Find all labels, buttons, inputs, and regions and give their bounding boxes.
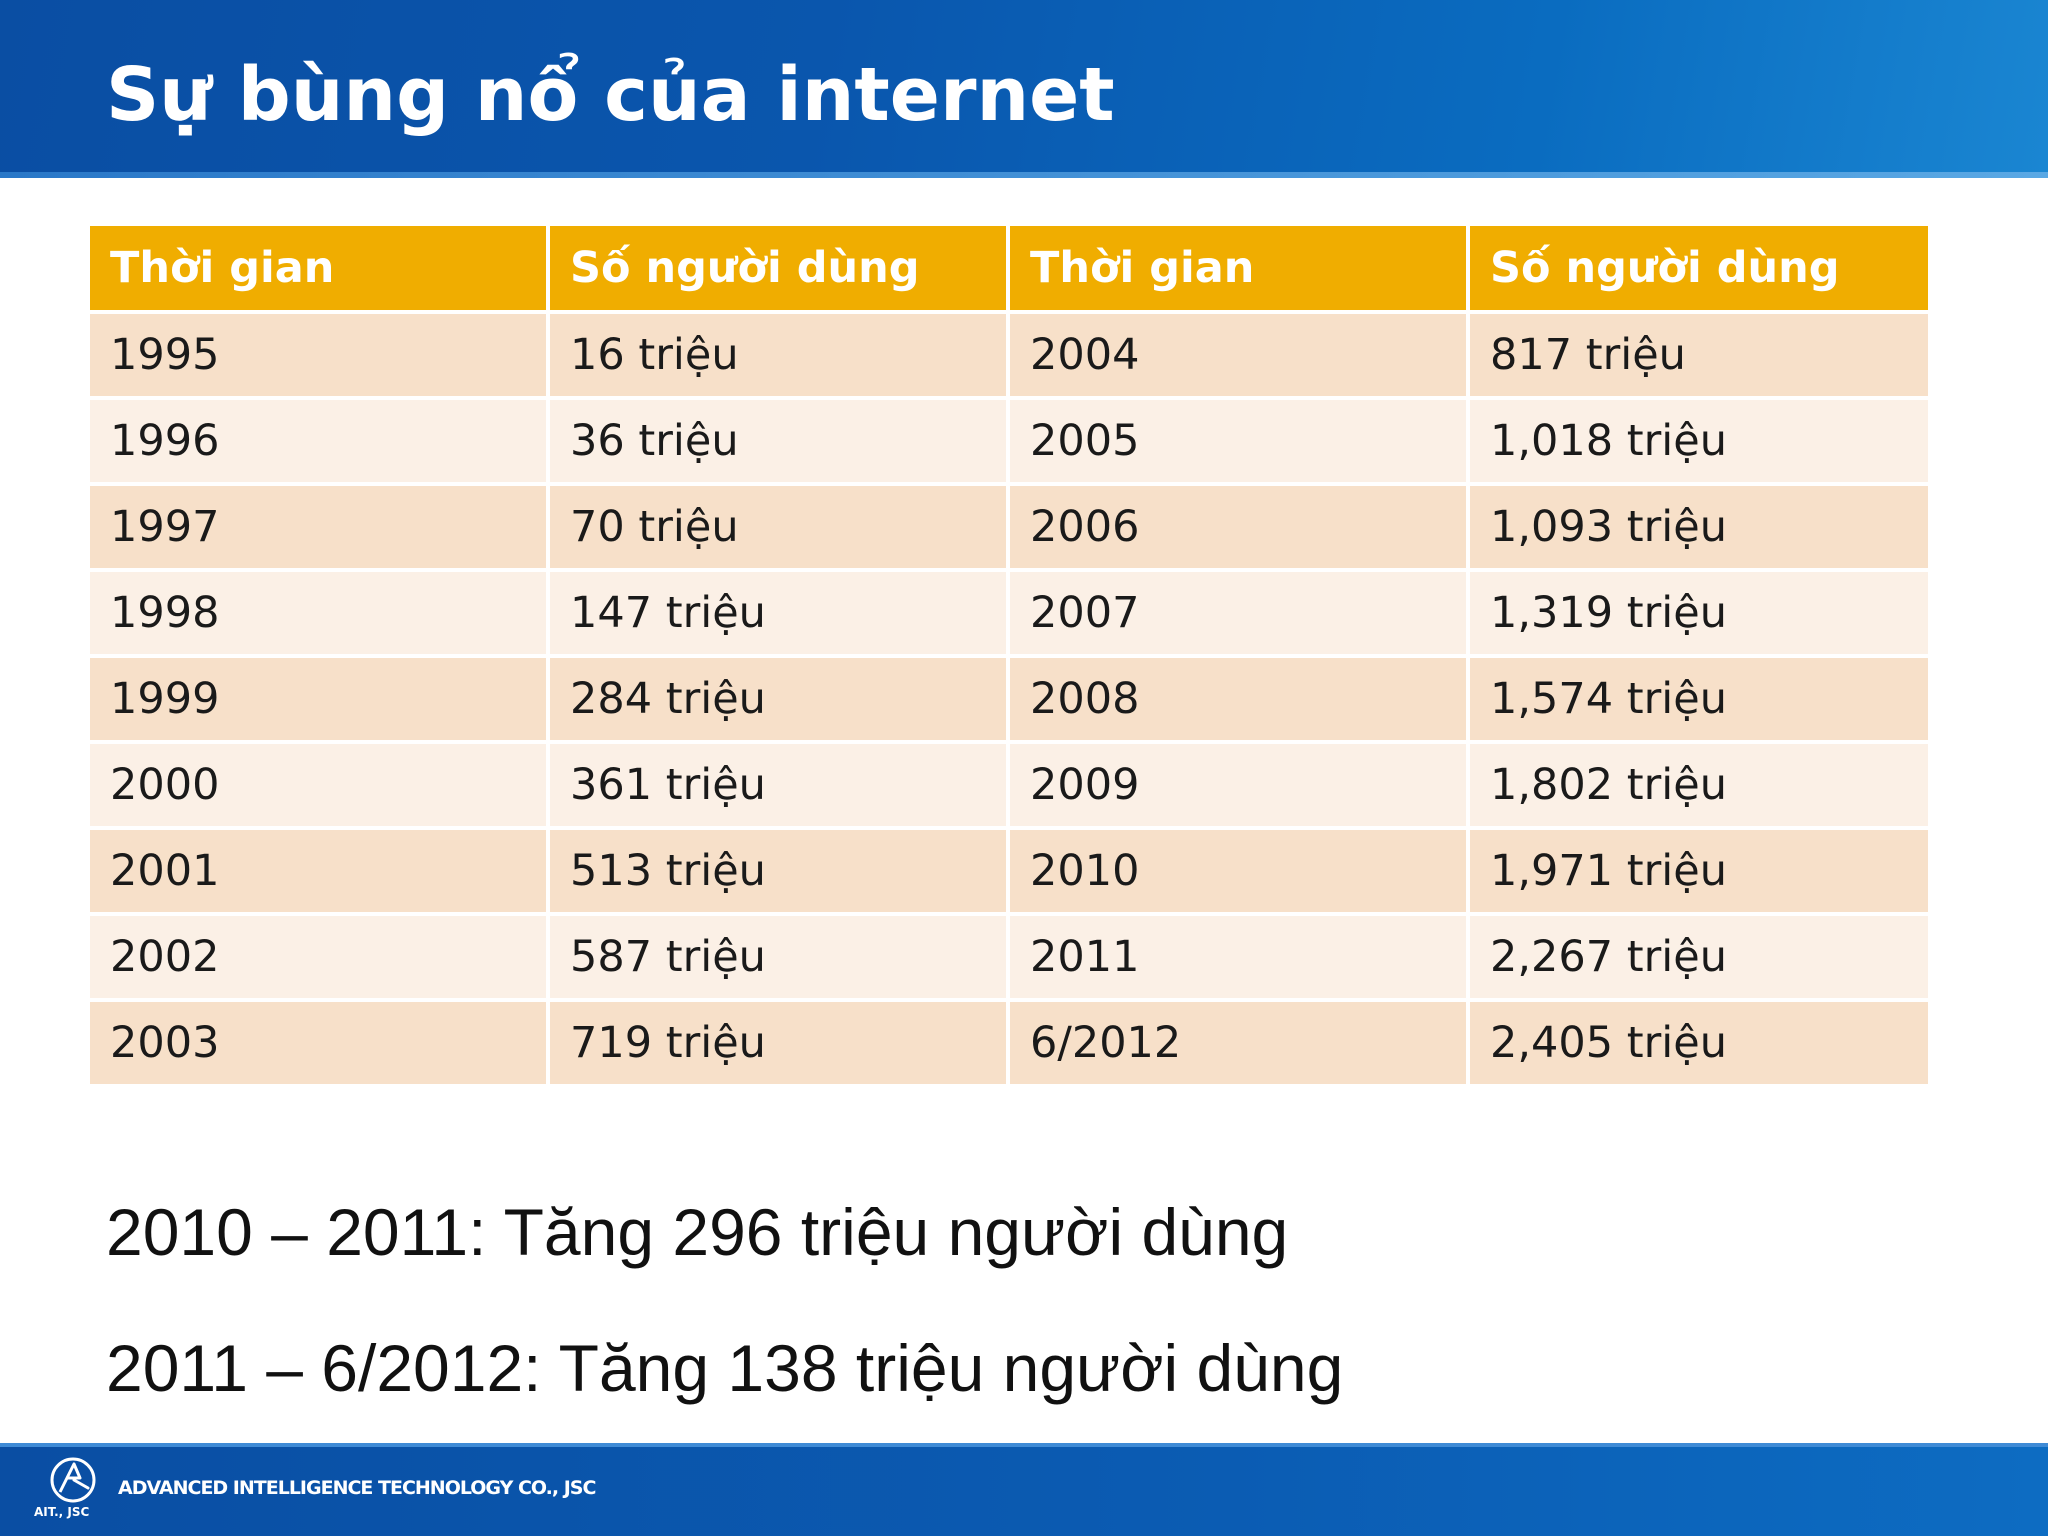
cell-users: 361 triệu: [546, 740, 1010, 830]
table-row: 2000 361 triệu 2009 1,802 triệu: [86, 740, 1932, 830]
cell-year: 1998: [86, 568, 550, 658]
cell-year: 2005: [1006, 396, 1470, 486]
cell-year: 2007: [1006, 568, 1470, 658]
cell-year: 2008: [1006, 654, 1470, 744]
cell-users: 284 triệu: [546, 654, 1010, 744]
cell-year: 1995: [86, 310, 550, 400]
table-header-row: Thời gian Số người dùng Thời gian Số ngư…: [86, 222, 1932, 314]
cell-users: 513 triệu: [546, 826, 1010, 916]
table-row: 1997 70 triệu 2006 1,093 triệu: [86, 482, 1932, 572]
cell-users: 147 triệu: [546, 568, 1010, 658]
internet-users-table: Thời gian Số người dùng Thời gian Số ngư…: [86, 222, 1932, 1088]
cell-year: 2000: [86, 740, 550, 830]
slide-title: Sự bùng nổ của internet: [106, 52, 1115, 138]
cell-users: 817 triệu: [1466, 310, 1932, 400]
cell-year: 2010: [1006, 826, 1470, 916]
cell-users: 1,018 triệu: [1466, 396, 1932, 486]
cell-users: 36 triệu: [546, 396, 1010, 486]
cell-year: 2006: [1006, 482, 1470, 572]
cell-year: 2003: [86, 998, 550, 1088]
cell-year: 6/2012: [1006, 998, 1470, 1088]
cell-users: 719 triệu: [546, 998, 1010, 1088]
table-row: 1995 16 triệu 2004 817 triệu: [86, 310, 1932, 400]
cell-users: 16 triệu: [546, 310, 1010, 400]
table-row: 2003 719 triệu 6/2012 2,405 triệu: [86, 998, 1932, 1088]
cell-users: 70 triệu: [546, 482, 1010, 572]
cell-year: 1996: [86, 396, 550, 486]
cell-users: 2,405 triệu: [1466, 998, 1932, 1088]
cell-users: 2,267 triệu: [1466, 912, 1932, 1002]
table-row: 1998 147 triệu 2007 1,319 triệu: [86, 568, 1932, 658]
cell-users: 1,574 triệu: [1466, 654, 1932, 744]
header-time-left: Thời gian: [86, 222, 550, 314]
table-row: 2001 513 triệu 2010 1,971 triệu: [86, 826, 1932, 916]
table-row: 1996 36 triệu 2005 1,018 triệu: [86, 396, 1932, 486]
cell-year: 2002: [86, 912, 550, 1002]
header-band: [0, 0, 2048, 178]
growth-note-2011-2012: 2011 – 6/2012: Tăng 138 triệu người dùng: [106, 1331, 1344, 1405]
cell-year: 2004: [1006, 310, 1470, 400]
cell-year: 1997: [86, 482, 550, 572]
table-row: 2002 587 triệu 2011 2,267 triệu: [86, 912, 1932, 1002]
cell-users: 1,971 triệu: [1466, 826, 1932, 916]
cell-year: 2001: [86, 826, 550, 916]
header-time-right: Thời gian: [1006, 222, 1470, 314]
header-users-left: Số người dùng: [546, 222, 1010, 314]
cell-users: 587 triệu: [546, 912, 1010, 1002]
cell-year: 1999: [86, 654, 550, 744]
growth-note-2010-2011: 2010 – 2011: Tăng 296 triệu người dùng: [106, 1195, 1289, 1269]
company-logo-caption: AIT., JSC: [34, 1505, 90, 1519]
cell-users: 1,319 triệu: [1466, 568, 1932, 658]
table-row: 1999 284 triệu 2008 1,574 triệu: [86, 654, 1932, 744]
footer-band: [0, 1443, 2048, 1536]
cell-users: 1,093 triệu: [1466, 482, 1932, 572]
company-logo-icon: [50, 1457, 96, 1503]
cell-year: 2011: [1006, 912, 1470, 1002]
company-name: ADVANCED INTELLIGENCE TECHNOLOGY CO., JS…: [118, 1477, 596, 1499]
cell-users: 1,802 triệu: [1466, 740, 1932, 830]
cell-year: 2009: [1006, 740, 1470, 830]
header-users-right: Số người dùng: [1466, 222, 1932, 314]
